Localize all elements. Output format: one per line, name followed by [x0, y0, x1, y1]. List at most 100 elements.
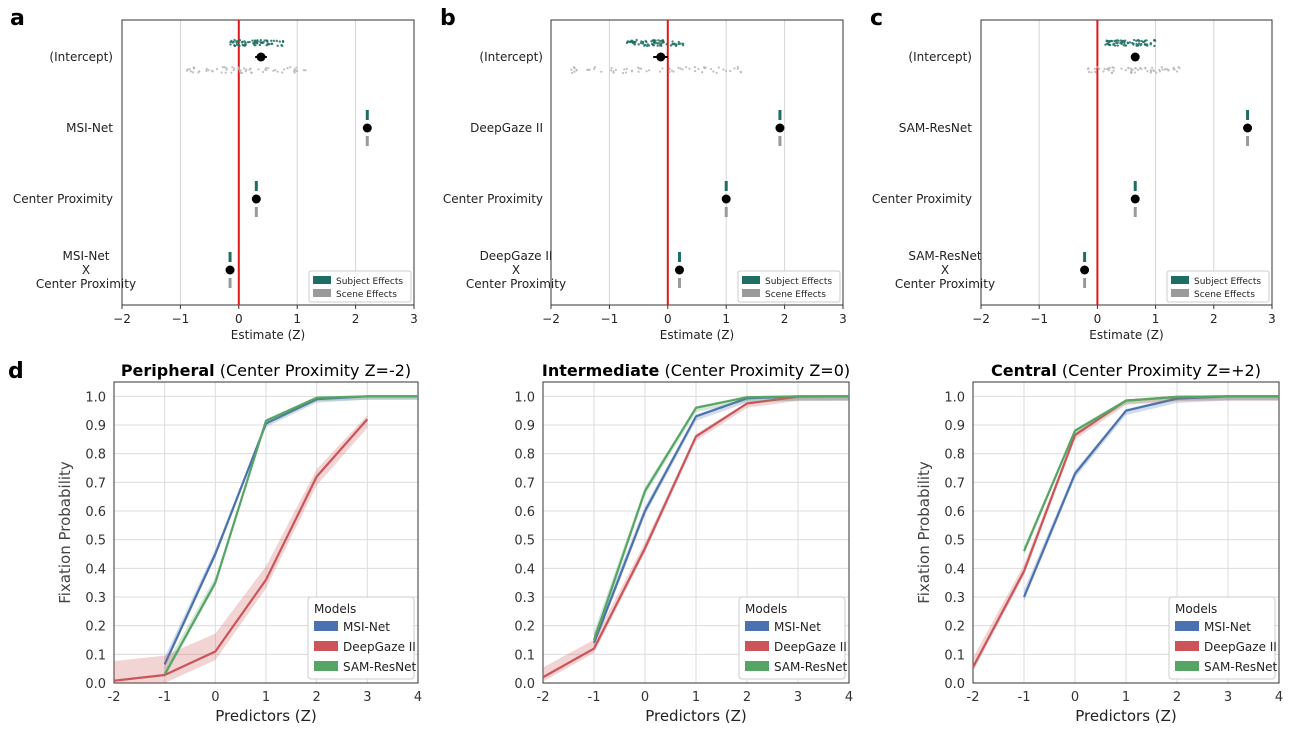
subject-effect-dot: [244, 41, 247, 45]
y-tick-label: 0.1: [944, 648, 965, 663]
scene-effect-dot: [1144, 66, 1147, 69]
chart-title: Central (Center Proximity Z=+2): [991, 361, 1261, 380]
legend-swatch-scene: [313, 289, 331, 297]
x-tick-label: 2: [352, 312, 360, 326]
estimate-point: [251, 194, 261, 204]
legend-swatch: [314, 641, 338, 651]
subject-effect-dot: [266, 40, 269, 43]
scene-effect-dot: [1107, 69, 1110, 72]
scene-effect-dot: [610, 66, 613, 70]
subject-effect-dot: [654, 41, 658, 45]
subject-effect-dot: [652, 40, 656, 43]
subject-effect-dot: [258, 43, 262, 47]
row-label: Center Proximity: [443, 192, 543, 206]
subject-effect-dot: [259, 40, 262, 44]
scene-effect-dot: [729, 70, 732, 73]
estimate-point: [225, 265, 235, 275]
scene-effect-dot: [725, 69, 728, 73]
scene-effect-dot: [610, 69, 613, 72]
subject-effect-dot: [1128, 41, 1132, 44]
legend-label: MSI-Net: [774, 620, 821, 634]
subject-effect-dot: [1126, 42, 1130, 45]
scene-effect-dot: [715, 71, 718, 75]
x-tick-label: 1: [692, 690, 700, 705]
subject-effect-dot: [1104, 43, 1107, 46]
subject-effect-dot: [233, 44, 237, 48]
x-axis-label: Estimate (Z): [231, 328, 305, 342]
scene-effect-dot: [593, 67, 596, 71]
scene-effect-dot: [294, 69, 297, 72]
y-tick-label: 0.4: [514, 562, 535, 577]
scene-effect-dot: [1160, 66, 1163, 69]
plot-frame: [980, 19, 1273, 306]
subject-effect-dot: [1108, 39, 1111, 43]
subject-effect-dot: [637, 43, 640, 46]
legend-swatch-subject: [742, 276, 760, 284]
subject-effect-dot: [232, 40, 235, 44]
series-line: [1022, 395, 1279, 552]
scene-effect-dot: [1136, 68, 1140, 72]
x-tick-label: 4: [845, 690, 853, 705]
legend-title: Models: [314, 602, 356, 616]
estimate-point: [1130, 194, 1140, 204]
y-tick-label: 0.3: [944, 591, 965, 606]
scene-effect-dot: [193, 67, 196, 70]
panel-letter-a: a: [10, 6, 25, 31]
scene-effect-dot: [289, 66, 292, 69]
scene-effect-dot: [1131, 68, 1134, 71]
y-tick-label: 0.5: [944, 534, 965, 549]
series-line: [592, 395, 849, 641]
y-tick-label: 0.9: [85, 419, 106, 434]
subject-effect-dot: [650, 40, 653, 43]
subject-effect-dot: [656, 44, 659, 47]
y-tick-label: 0.0: [514, 677, 535, 692]
x-axis-label: Predictors (Z): [1075, 707, 1177, 725]
chart-title-bold: Central: [991, 361, 1057, 380]
probability-plot-intermediate: -2 -1 0 1 2 3 4 0.0 0.1 0.2 0.3 0.4 0.5 0.6 0.7 0.8 0.9 1…: [514, 361, 853, 725]
legend-label-scene: Scene Effects: [765, 290, 826, 300]
subject-effect-dot: [233, 38, 236, 42]
scene-effect-dot: [670, 69, 673, 72]
scene-effect-dot: [188, 68, 191, 71]
legend-swatch-subject: [1171, 276, 1189, 284]
scene-effect-dot: [688, 67, 691, 70]
scene-effect-dot: [215, 68, 219, 71]
estimate-point: [721, 194, 731, 204]
subject-effect-dot: [641, 42, 645, 45]
probability-plot-peripheral: -2 -1 0 1 2 3 4 0.0 0.1 0.2 0.3 0.4 0.5 0.6 0.7 0.8 0.9 1…: [56, 361, 422, 725]
legend-label-subject: Subject Effects: [765, 277, 832, 287]
scene-effect-dot: [712, 70, 715, 73]
y-tick-label: 0.5: [85, 534, 106, 549]
y-tick-label: 0.0: [944, 677, 965, 692]
scene-effect-dot: [221, 66, 224, 69]
legend-swatch: [1175, 661, 1199, 671]
subject-effect-dot: [1116, 44, 1119, 47]
scene-effect-dot: [612, 70, 615, 73]
subject-effect-dot: [254, 44, 257, 47]
subject-effect-dot: [243, 44, 247, 47]
scene-effect-dot: [1139, 66, 1142, 70]
scene-effect-dot: [1146, 70, 1149, 73]
x-tick-label: −2: [542, 312, 560, 326]
scene-effect-dot: [1149, 70, 1153, 73]
x-tick-label: 1: [293, 312, 301, 326]
subject-effect-dot: [677, 40, 680, 44]
scene-effect-dot: [1166, 68, 1170, 72]
confidence-band: [1024, 396, 1279, 555]
subject-effect-dot: [1113, 39, 1116, 43]
x-tick-label: 0: [641, 690, 649, 705]
chart-title-bold: Peripheral: [121, 361, 215, 380]
scene-effect-dot: [1094, 71, 1097, 74]
subject-effect-dot: [669, 44, 673, 47]
x-tick-label: 1: [1152, 312, 1160, 326]
x-tick-label: 1: [1122, 690, 1130, 705]
legend-label: SAM-ResNet: [774, 660, 848, 674]
x-tick-label: −1: [172, 312, 190, 326]
scene-effect-dot: [1124, 69, 1127, 72]
plot-frame: [550, 19, 844, 306]
scene-effect-dot: [223, 66, 226, 69]
y-tick-label: 0.3: [514, 591, 535, 606]
scene-effect-dot: [722, 68, 725, 71]
y-tick-label: 0.3: [85, 591, 106, 606]
